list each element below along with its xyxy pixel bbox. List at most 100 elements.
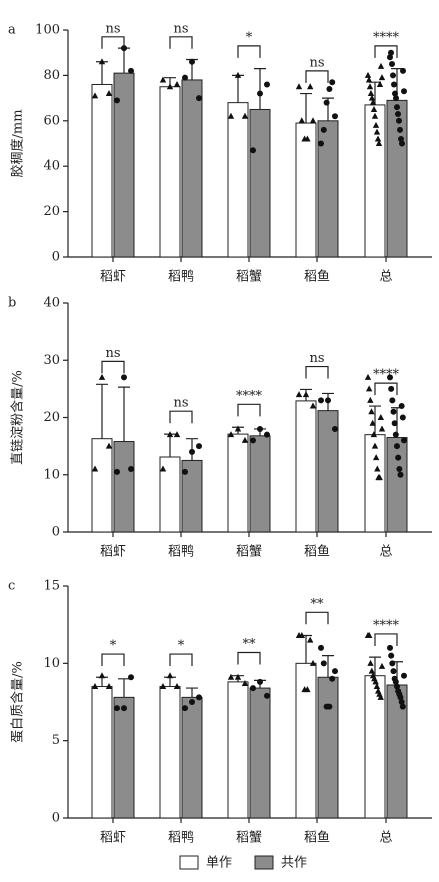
point-triangle (241, 679, 249, 686)
point-triangle (298, 117, 305, 124)
point-circle (391, 420, 398, 427)
point-circle (392, 90, 398, 97)
bar (91, 438, 113, 533)
bar (364, 434, 386, 533)
bar (159, 686, 181, 819)
point-triangle (159, 465, 167, 472)
point-triangle (105, 442, 113, 449)
error-bar (96, 676, 108, 687)
point-triangle (377, 62, 385, 69)
point-circle (394, 683, 400, 690)
x-tick-label: 稻虾 (100, 545, 126, 560)
legend-swatch (179, 855, 199, 870)
point-triangle (295, 83, 303, 90)
point-triangle (371, 112, 379, 119)
point-triangle (234, 71, 242, 78)
point-triangle (304, 686, 311, 693)
point-circle (332, 113, 338, 120)
significance-bracket (169, 410, 193, 424)
point-circle (388, 652, 395, 659)
bar (227, 433, 249, 533)
bar (295, 400, 317, 533)
y-tick-label: 15 (43, 579, 60, 594)
point-triangle (374, 465, 381, 472)
point-circle (401, 88, 407, 95)
significance-bracket (169, 36, 193, 49)
point-triangle (370, 431, 378, 438)
point-circle (318, 644, 324, 651)
point-triangle (309, 117, 317, 124)
y-tick-label: 60 (43, 113, 60, 128)
significance-label: ** (243, 637, 257, 652)
point-triangle (378, 662, 386, 669)
point-triangle (373, 128, 381, 135)
bar (113, 696, 135, 819)
point-circle (390, 668, 397, 675)
y-tick-label: 0 (52, 811, 60, 826)
point-circle (189, 58, 195, 65)
error-bar (186, 687, 198, 698)
panel-letter: a (8, 23, 16, 38)
point-circle (329, 79, 336, 86)
significance-bracket (374, 45, 398, 58)
point-triangle (91, 92, 99, 99)
error-bar (369, 405, 381, 435)
point-triangle (91, 465, 99, 472)
point-circle (399, 140, 405, 147)
point-circle (399, 703, 406, 710)
point-triangle (173, 431, 181, 438)
point-circle (114, 468, 120, 475)
point-triangle (166, 431, 174, 438)
point-triangle (372, 678, 379, 685)
point-circle (395, 454, 402, 461)
y-tick-label: 0 (52, 250, 60, 265)
x-tick-label: 稻鱼 (304, 544, 330, 560)
point-triangle (234, 673, 242, 680)
point-triangle (370, 105, 378, 112)
significance-label: **** (373, 618, 400, 633)
point-triangle (227, 431, 235, 438)
point-triangle (376, 80, 384, 87)
point-circle (392, 678, 399, 685)
point-circle (387, 644, 393, 651)
y-tick-label: 100 (35, 23, 60, 38)
point-triangle (159, 76, 167, 83)
point-circle (326, 86, 333, 93)
error-bar (164, 676, 176, 687)
point-circle (320, 126, 327, 133)
point-triangle (365, 76, 373, 83)
error-bar (118, 47, 130, 74)
point-circle (388, 385, 395, 392)
x-tick-label: 稻鸭 (168, 831, 194, 846)
y-tick-label: 30 (43, 353, 60, 368)
point-circle (393, 95, 399, 102)
significance-label: * (178, 639, 185, 654)
legend-label: 共作 (281, 856, 307, 871)
point-triangle (371, 442, 379, 449)
point-circle (128, 674, 134, 681)
error-bar (322, 655, 334, 678)
error-bar (254, 67, 266, 110)
point-circle (398, 699, 405, 705)
significance-label: ns (173, 396, 188, 411)
significance-label: **** (373, 30, 400, 45)
significance-label: * (110, 639, 117, 654)
point-circle (121, 374, 127, 381)
point-circle (332, 668, 338, 675)
point-triangle (309, 402, 317, 409)
significance-bracket (305, 70, 329, 83)
bar (181, 79, 203, 258)
point-circle (395, 110, 401, 117)
significance-label: **** (236, 389, 263, 404)
bar (249, 108, 271, 258)
point-triangle (173, 683, 181, 690)
point-circle (196, 95, 202, 102)
point-circle (264, 692, 270, 699)
x-tick-label: 稻鱼 (304, 269, 330, 285)
point-circle (397, 126, 403, 133)
significance-bracket (305, 365, 329, 379)
point-circle (128, 466, 134, 473)
point-circle (196, 443, 202, 450)
point-triangle (377, 693, 384, 700)
